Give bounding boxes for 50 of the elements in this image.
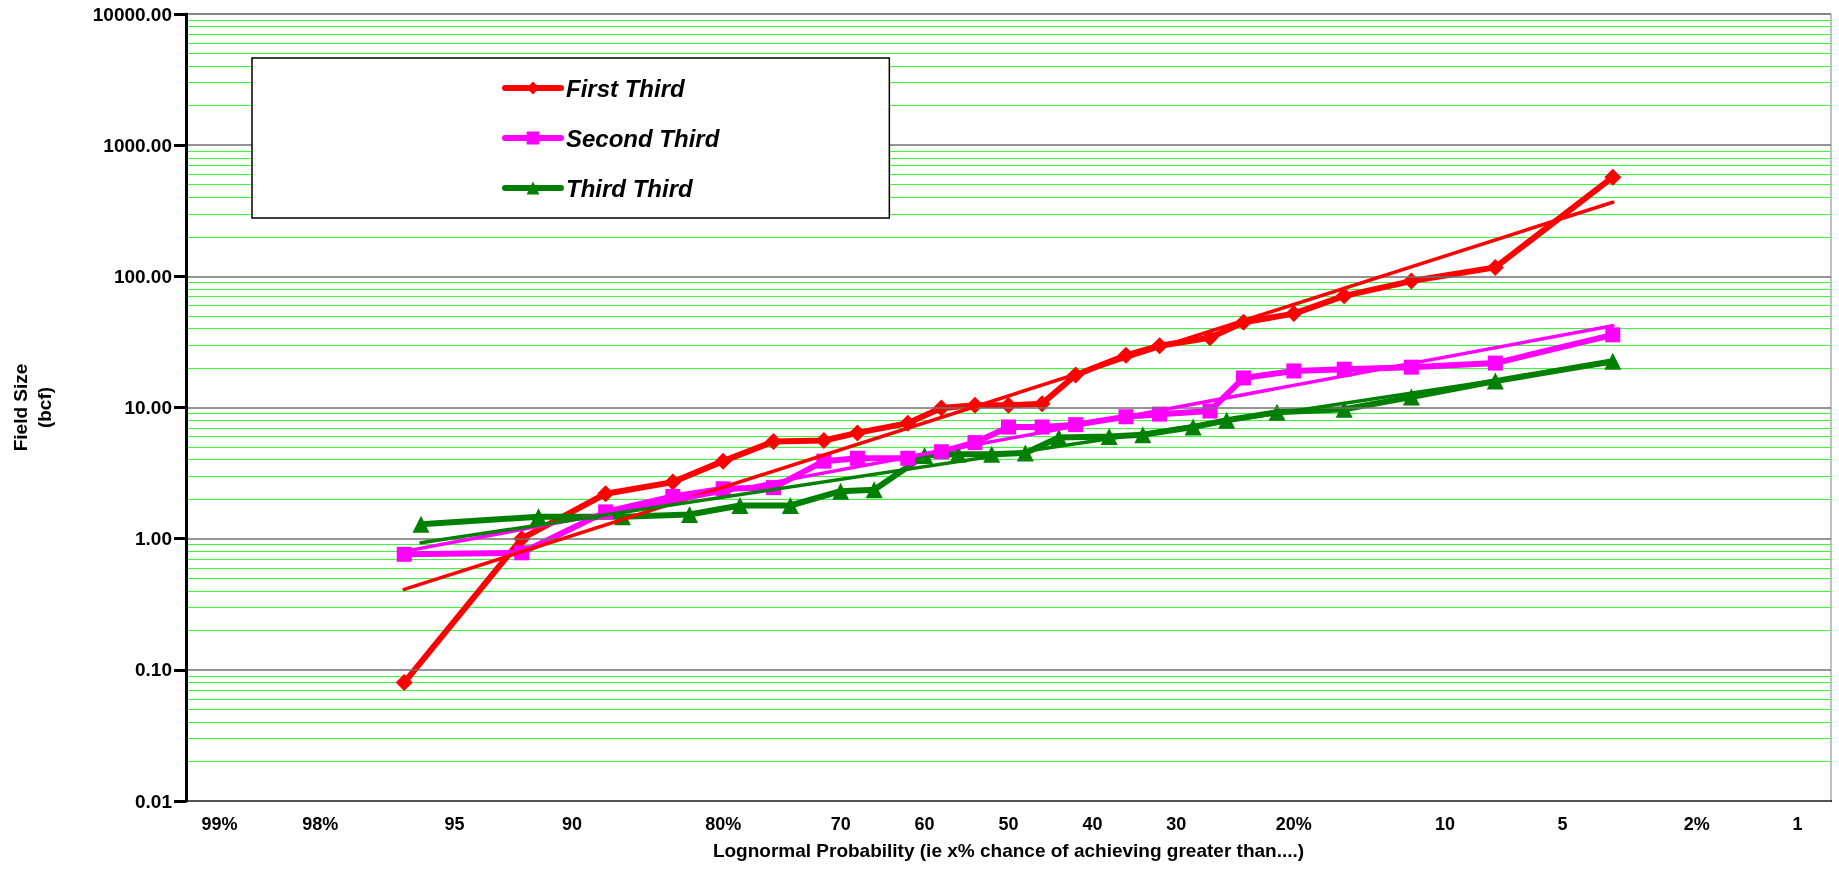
y-tick-label: 10.00 bbox=[124, 397, 172, 418]
point bbox=[1236, 370, 1251, 386]
x-tick-label: 95 bbox=[444, 814, 465, 834]
point bbox=[714, 452, 732, 470]
point bbox=[865, 481, 883, 499]
x-tick-label: 1 bbox=[1792, 814, 1803, 834]
x-tick-label: 5 bbox=[1557, 814, 1568, 834]
y-tick-label: 100.00 bbox=[113, 265, 172, 287]
y-tick-label: 10000.00 bbox=[92, 3, 172, 25]
y-tick-label: 0.01 bbox=[135, 790, 173, 812]
x-tick-label: 10 bbox=[1434, 814, 1455, 834]
point bbox=[849, 450, 865, 466]
point bbox=[832, 482, 850, 500]
point bbox=[412, 515, 430, 533]
y-tick-label: 0.10 bbox=[135, 659, 172, 681]
x-tick-label: 70 bbox=[830, 814, 851, 834]
x-tick-label: 20% bbox=[1275, 814, 1312, 834]
point bbox=[765, 433, 782, 451]
point bbox=[1402, 388, 1420, 406]
point bbox=[1605, 327, 1621, 343]
point bbox=[848, 424, 866, 442]
x-tick-label: 98% bbox=[302, 814, 339, 834]
point bbox=[1604, 168, 1622, 186]
legend-label: Second Third bbox=[566, 124, 721, 152]
point bbox=[664, 473, 682, 491]
point bbox=[681, 505, 699, 523]
point bbox=[1286, 363, 1302, 379]
x-tick-label: 50 bbox=[998, 814, 1019, 834]
point bbox=[395, 674, 413, 692]
point bbox=[1001, 419, 1016, 435]
y-tick-label: 1.00 bbox=[135, 528, 172, 550]
x-tick-label: 99% bbox=[201, 814, 238, 834]
x-axis-title: Lognormal Probability (ie x% chance of achieving greater than....) bbox=[712, 840, 1305, 861]
x-tick-label: 90 bbox=[562, 814, 583, 834]
point bbox=[1486, 258, 1504, 276]
y-tick-label: 1000.00 bbox=[103, 134, 172, 156]
point bbox=[1335, 287, 1353, 305]
x-tick-label: 2% bbox=[1683, 814, 1710, 834]
point bbox=[731, 497, 749, 514]
x-tick-label: 60 bbox=[914, 814, 935, 834]
point bbox=[597, 485, 615, 503]
x-tick-label: 80% bbox=[705, 814, 742, 834]
x-tick-label: 40 bbox=[1082, 814, 1103, 834]
point bbox=[1487, 355, 1503, 371]
legend-label: First Third bbox=[566, 74, 686, 102]
point bbox=[781, 497, 799, 514]
legend-label: Third Third bbox=[566, 174, 694, 202]
y-axis-title: Field Size (bcf) bbox=[9, 363, 55, 452]
x-tick-label: 30 bbox=[1166, 814, 1187, 834]
point bbox=[1285, 305, 1303, 323]
